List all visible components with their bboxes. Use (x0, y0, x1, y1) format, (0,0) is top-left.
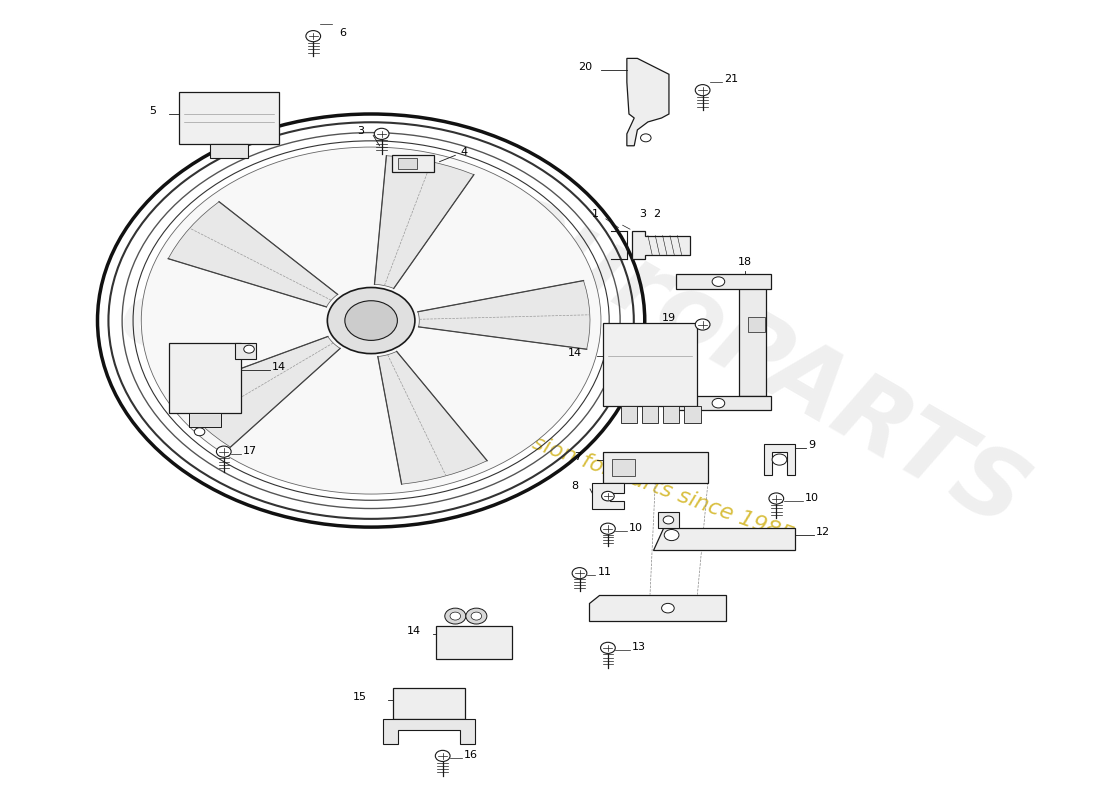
Circle shape (444, 608, 465, 624)
Circle shape (450, 612, 461, 620)
Circle shape (712, 398, 725, 408)
Circle shape (601, 642, 615, 654)
Circle shape (664, 530, 679, 541)
Text: euro: euro (104, 267, 364, 454)
Bar (641, 406, 659, 423)
Text: 10: 10 (805, 493, 818, 503)
Circle shape (772, 454, 786, 465)
Bar (676, 274, 771, 289)
Circle shape (712, 277, 725, 286)
Polygon shape (588, 595, 726, 621)
Bar (684, 406, 701, 423)
Polygon shape (377, 351, 487, 484)
Bar (662, 406, 680, 423)
Text: 14: 14 (568, 348, 582, 358)
Circle shape (661, 603, 674, 613)
Circle shape (601, 523, 615, 534)
Bar (210, 144, 248, 158)
Polygon shape (652, 528, 794, 550)
Bar (676, 396, 771, 410)
Bar (189, 413, 221, 427)
Circle shape (572, 568, 587, 578)
Bar (179, 92, 279, 144)
Text: 14: 14 (272, 362, 286, 372)
Bar (437, 626, 513, 659)
Text: 12: 12 (816, 527, 829, 537)
Circle shape (663, 516, 673, 524)
Text: 19: 19 (662, 313, 676, 322)
Text: 6: 6 (340, 28, 346, 38)
Bar (658, 512, 679, 528)
Bar (169, 342, 241, 413)
Text: 8: 8 (571, 481, 579, 491)
Text: 9: 9 (807, 440, 815, 450)
Circle shape (195, 428, 205, 436)
Bar (739, 277, 766, 396)
Bar (393, 688, 465, 718)
Circle shape (141, 147, 601, 494)
Text: 2: 2 (652, 210, 660, 219)
Text: 11: 11 (597, 566, 612, 577)
Polygon shape (383, 718, 475, 744)
Text: 1: 1 (592, 210, 598, 219)
Circle shape (465, 608, 487, 624)
Circle shape (436, 750, 450, 762)
Polygon shape (632, 230, 690, 259)
Circle shape (244, 345, 254, 353)
Circle shape (695, 319, 710, 330)
Circle shape (471, 612, 482, 620)
Circle shape (306, 30, 320, 42)
Bar (748, 317, 764, 333)
Text: 13: 13 (632, 642, 646, 652)
Text: 21: 21 (724, 74, 738, 84)
Circle shape (345, 301, 397, 340)
Bar (603, 453, 708, 482)
Polygon shape (168, 202, 338, 307)
Bar (398, 158, 417, 169)
Text: 3: 3 (639, 210, 646, 219)
Text: 5: 5 (150, 106, 156, 116)
Text: 20: 20 (578, 62, 592, 72)
Text: 15: 15 (353, 691, 367, 702)
Text: 7: 7 (574, 451, 582, 462)
Text: 18: 18 (738, 257, 751, 267)
Text: 14: 14 (407, 626, 420, 636)
Circle shape (602, 491, 614, 501)
Bar (620, 406, 637, 423)
Polygon shape (374, 156, 474, 289)
Text: euroPARTS: euroPARTS (480, 171, 1042, 550)
Circle shape (640, 134, 651, 142)
Bar (612, 458, 636, 476)
Text: 3: 3 (358, 126, 364, 136)
Polygon shape (627, 58, 669, 146)
Circle shape (695, 85, 710, 96)
Text: 4: 4 (461, 147, 468, 158)
Text: 17: 17 (243, 446, 257, 456)
Circle shape (769, 493, 783, 504)
Bar (235, 342, 256, 358)
Polygon shape (763, 444, 795, 475)
Circle shape (374, 128, 389, 139)
Text: 10: 10 (629, 523, 644, 533)
Polygon shape (175, 337, 340, 447)
Polygon shape (592, 482, 624, 509)
Polygon shape (418, 281, 590, 350)
Text: 16: 16 (464, 750, 477, 759)
Bar (393, 154, 434, 172)
Bar (603, 322, 697, 406)
Text: a passion for parts since 1985: a passion for parts since 1985 (473, 413, 795, 546)
Circle shape (217, 446, 231, 457)
Circle shape (328, 287, 415, 354)
